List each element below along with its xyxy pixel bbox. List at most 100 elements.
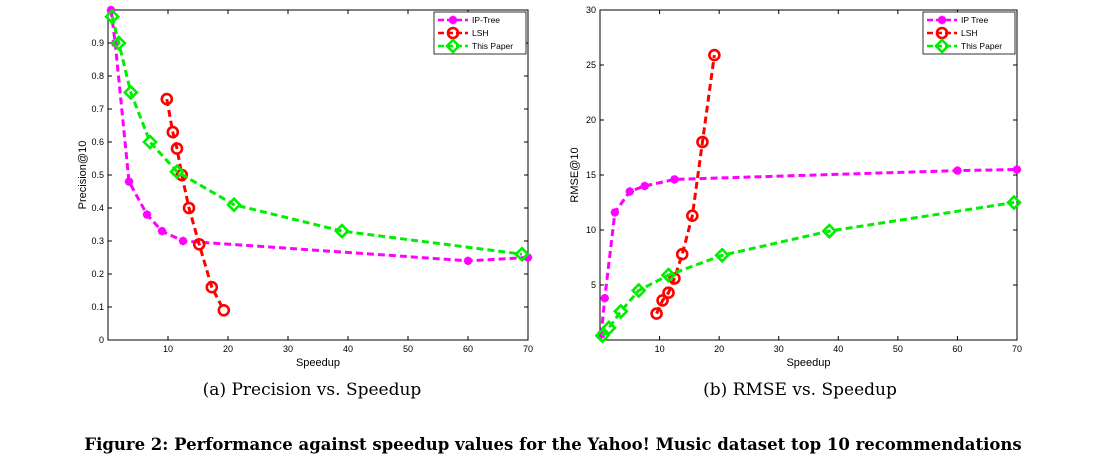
legend-label: LSH [472,28,489,38]
y-tick-label: 0.8 [91,71,104,81]
series-line-lsh [165,98,226,311]
data-point [182,201,196,215]
plot-frame [107,9,529,341]
x-tick-label: 50 [893,344,903,354]
x-tick-label: 40 [833,344,843,354]
data-point [662,286,675,300]
y-tick-label: 0.9 [91,38,104,48]
data-point [169,163,185,180]
data-point [463,256,473,265]
x-tick-label: 30 [283,344,293,354]
series-line-this-paper [110,16,523,256]
series-line-lsh [655,54,716,315]
x-tick-label: 60 [463,344,473,354]
y-tick-label: 0.1 [91,302,104,312]
y-tick-label: 20 [586,115,596,125]
legend-marker [446,26,460,40]
legend-marker [445,38,461,54]
y-axis-label: RMSE@10 [569,147,581,202]
data-point [594,327,611,344]
legend-label: LSH [961,28,978,38]
x-tick-label: 10 [163,344,173,354]
data-point [696,135,709,149]
data-point [142,134,158,150]
x-axis-label: Speedup [786,357,830,369]
data-point [192,238,206,251]
data-point [205,280,219,294]
data-point [708,48,721,62]
data-point [124,177,134,186]
y-tick-label: 30 [586,5,596,15]
data-point [656,294,669,307]
data-point [953,166,962,175]
y-tick-label: 0.5 [91,170,104,180]
data-point [142,210,152,219]
y-tick-label: 15 [586,170,596,180]
x-tick-label: 70 [1012,344,1022,354]
legend-label: This Paper [472,41,513,51]
series-line-ip-tree [599,168,1018,335]
data-point [178,236,188,246]
y-tick-label: 0 [99,335,104,345]
legend-marker [934,38,950,54]
data-point [334,223,350,239]
data-point [610,208,620,217]
series-layer [594,48,1022,344]
y-tick-label: 0.6 [91,137,104,147]
data-point [1012,165,1022,174]
data-point [640,181,649,191]
data-point [600,294,609,303]
data-point [601,320,617,336]
y-tick-label: 0.7 [91,104,104,114]
data-point [111,38,120,48]
data-point [625,187,634,196]
legend-marker [937,15,947,25]
plot-frame [599,9,1018,341]
data-point [630,282,647,299]
x-tick-label: 60 [952,344,962,354]
data-point [110,35,127,51]
legend-label: IP-Tree [472,15,500,25]
x-tick-label: 20 [223,344,233,354]
data-point [160,92,174,106]
y-tick-label: 25 [586,60,596,70]
series-line-this-paper [601,201,1015,337]
figure-caption: Figure 2: Performance against speedup va… [84,435,1021,454]
x-tick-label: 20 [714,344,724,354]
data-point [523,253,533,262]
data-point [514,246,530,263]
x-tick-label: 50 [403,344,413,354]
data-point [104,8,121,25]
data-point [217,303,231,317]
data-point [675,247,689,261]
data-point [686,209,699,222]
data-point [170,142,184,155]
data-point [670,175,679,184]
data-point [650,307,663,320]
y-tick-label: 5 [591,280,596,290]
series-layer [104,5,533,317]
legend-label: IP Tree [961,15,989,25]
data-point [714,247,730,264]
y-axis-label: Precision@10 [77,141,89,210]
y-tick-label: 0.2 [91,269,104,279]
data-point [226,196,242,213]
data-point [1006,194,1022,211]
data-point [821,223,838,239]
y-tick-label: 0.4 [91,203,104,213]
legend-marker [448,15,458,25]
chart-precision: 10 20 30 40 50 60 70 0 0.1 0.2 0.3 0.4 0.5 0.6 0.7 0.8 0… [77,5,533,369]
legend-label: This Paper [961,41,1002,51]
caption-rmse: (b) RMSE vs. Speedup [703,380,897,400]
legend-marker [935,26,949,40]
x-tick-label: 70 [523,344,533,354]
y-tick-label: 10 [586,225,596,235]
data-point [166,125,180,139]
data-point [157,226,167,236]
data-point [122,84,139,101]
x-axis-label: Speedup [296,357,340,369]
y-tick-label: 0.3 [91,236,104,246]
caption-precision: (a) Precision vs. Speedup [203,380,422,400]
series-line-ip-tree [109,9,529,263]
